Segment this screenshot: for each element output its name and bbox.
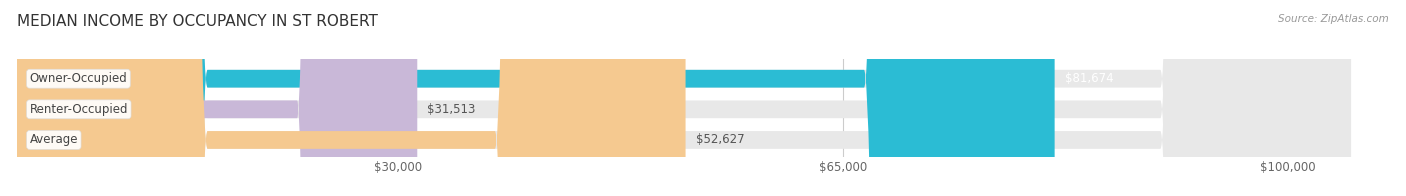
- Text: Renter-Occupied: Renter-Occupied: [30, 103, 128, 116]
- FancyBboxPatch shape: [17, 0, 1351, 196]
- FancyBboxPatch shape: [17, 0, 686, 196]
- Text: $81,674: $81,674: [1064, 72, 1114, 85]
- FancyBboxPatch shape: [17, 0, 418, 196]
- Text: Average: Average: [30, 133, 79, 146]
- Text: $52,627: $52,627: [696, 133, 744, 146]
- Text: MEDIAN INCOME BY OCCUPANCY IN ST ROBERT: MEDIAN INCOME BY OCCUPANCY IN ST ROBERT: [17, 14, 378, 29]
- FancyBboxPatch shape: [17, 0, 1351, 196]
- FancyBboxPatch shape: [17, 0, 1351, 196]
- Text: $31,513: $31,513: [427, 103, 475, 116]
- Text: Owner-Occupied: Owner-Occupied: [30, 72, 128, 85]
- Text: Source: ZipAtlas.com: Source: ZipAtlas.com: [1278, 14, 1389, 24]
- FancyBboxPatch shape: [17, 0, 1054, 196]
